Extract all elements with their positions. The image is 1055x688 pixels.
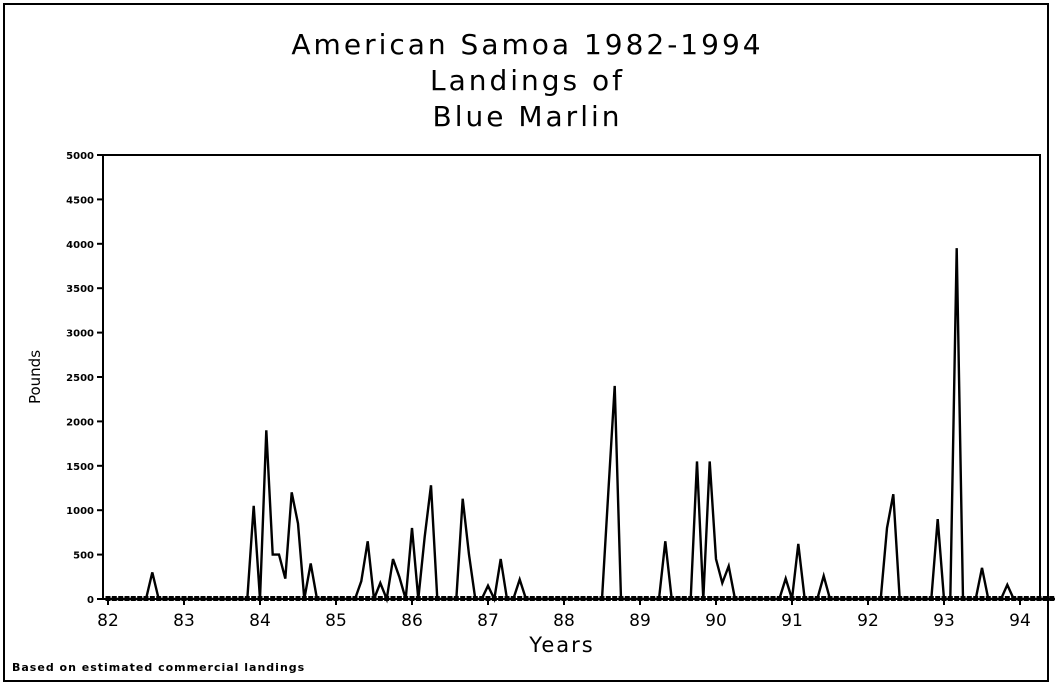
data-point-marker	[935, 596, 941, 601]
data-point-marker	[719, 596, 725, 601]
x-tick-label: 84	[249, 611, 271, 631]
data-point-marker	[726, 596, 732, 601]
data-point-marker	[795, 596, 801, 601]
data-point-marker	[485, 596, 491, 601]
x-tick-label: 90	[705, 611, 727, 631]
y-tick-label: 4000	[66, 240, 94, 251]
x-tick-label: 88	[553, 611, 575, 631]
x-tick-label: 87	[477, 611, 499, 631]
data-point-marker	[295, 596, 301, 601]
x-tick-label: 85	[325, 611, 347, 631]
x-tick-label: 82	[97, 611, 119, 631]
x-axis-label: Years	[528, 633, 594, 657]
chart-subtitle-line-2: Blue Marlin	[432, 100, 623, 133]
data-point-marker	[713, 596, 719, 601]
plot-area	[102, 154, 1041, 600]
data-point-marker	[308, 596, 314, 601]
y-tick-label: 0	[87, 595, 94, 606]
data-point-marker	[612, 596, 618, 601]
data-point-marker	[422, 596, 428, 601]
y-tick-label: 2500	[66, 373, 94, 384]
data-point-marker	[428, 596, 434, 601]
data-point-marker	[251, 596, 257, 601]
data-point-marker	[783, 596, 789, 601]
data-point-marker	[517, 596, 523, 601]
data-point-marker	[377, 596, 383, 601]
chart-frame	[3, 3, 1049, 682]
data-point-marker	[358, 596, 364, 601]
data-point-marker	[390, 596, 396, 601]
data-point-marker	[149, 596, 155, 601]
data-point-marker	[605, 596, 611, 601]
y-axis-label: Pounds	[26, 350, 44, 404]
chart-title: American Samoa 1982-1994	[291, 28, 764, 61]
y-tick-label: 3500	[66, 284, 94, 295]
data-point-marker	[365, 596, 371, 601]
y-axis: 0 500 1000 1500 2000 2500 3000 3500 4000 4500 5000	[66, 151, 103, 606]
x-tick-label: 83	[173, 611, 195, 631]
y-tick-label: 1000	[66, 506, 94, 517]
data-point-marker	[466, 596, 472, 601]
y-tick-label: 2000	[66, 417, 94, 428]
x-tick-label: 94	[1009, 611, 1031, 631]
data-point-marker	[270, 596, 276, 601]
data-point-marker	[282, 596, 288, 601]
y-tick-label: 4500	[66, 195, 94, 206]
y-tick-label: 5000	[66, 151, 94, 162]
y-tick-label: 500	[73, 551, 94, 562]
data-point-marker	[1004, 596, 1010, 601]
data-point-marker	[498, 596, 504, 601]
chart-subtitle-line-1: Landings of	[429, 64, 626, 97]
data-point-marker	[289, 596, 295, 601]
data-point-marker	[821, 596, 827, 601]
x-tick-label: 86	[401, 611, 423, 631]
footnote: Based on estimated commercial landings	[12, 661, 306, 674]
y-tick-label: 1500	[66, 462, 94, 473]
x-axis: 82 83 84 85 86 87 88 89 90 91 92 93 94	[97, 599, 1031, 631]
data-point-marker	[396, 596, 402, 601]
data-point-marker	[694, 596, 700, 601]
x-tick-label: 93	[933, 611, 955, 631]
data-point-marker	[707, 596, 713, 601]
series-line	[108, 248, 1055, 604]
x-tick-label: 91	[781, 611, 803, 631]
data-point-marker	[884, 596, 890, 601]
data-point-marker	[276, 596, 282, 601]
data-point-marker	[954, 596, 960, 601]
data-point-marker	[263, 596, 269, 601]
x-tick-label: 89	[629, 611, 651, 631]
x-tick-label: 92	[857, 611, 879, 631]
data-point-marker	[460, 596, 466, 601]
data-point-marker	[409, 596, 415, 601]
data-point-marker	[979, 596, 985, 601]
y-tick-label: 3000	[66, 329, 94, 340]
data-point-marker	[890, 596, 896, 601]
data-point-marker	[662, 596, 668, 601]
